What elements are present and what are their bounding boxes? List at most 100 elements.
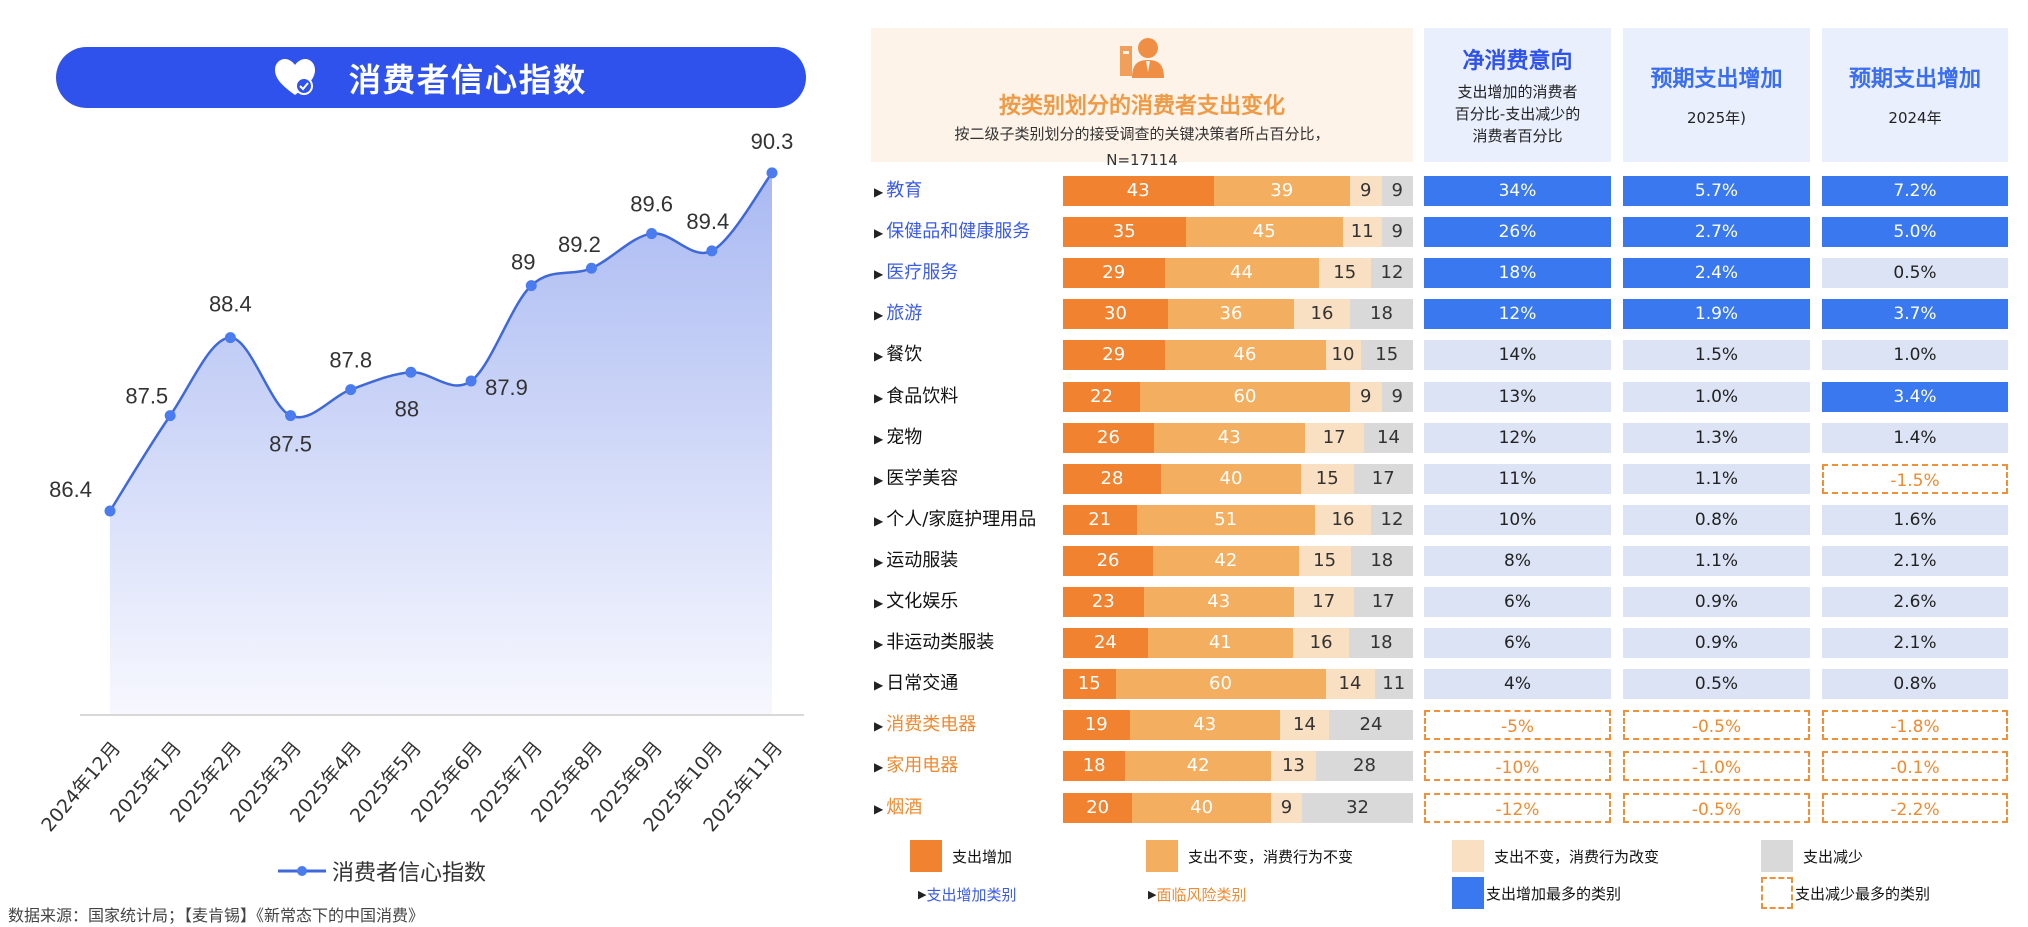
bar-segment: 14 [1364,422,1413,453]
value-cell-y24: 2.1% [1822,628,2008,659]
value-cell-y24: 0.8% [1822,669,2008,700]
bar-segment: 9 [1381,381,1413,412]
bar-segment: 28 [1063,463,1161,494]
bar-segment: 43 [1063,176,1214,206]
data-point [706,245,718,257]
value-cell-y24: 1.6% [1822,504,2008,535]
header-expected-2025: 预期支出增加 2025年) [1623,28,1810,162]
bar-segment: 35 [1063,217,1186,248]
legend-text: 支出减少最多的类别 [1795,884,1931,903]
category-label: ▶ 医疗服务 [874,258,958,288]
value-cell-y25: 0.9% [1623,587,1810,617]
bar-segment: 19 [1063,710,1130,741]
bar-segment: 17 [1294,587,1354,617]
triangle-right-icon: ▶ [874,554,884,569]
category-name: 消费类电器 [886,714,977,736]
person-report-icon [1120,38,1164,78]
value-cell-y25: 1.1% [1623,545,1810,576]
category-label: ▶ 非运动类服装 [874,628,994,658]
data-label: 87.5 [269,432,312,457]
data-label: 88 [395,396,419,421]
legend-most-decrease: 支出减少最多的类别 [1761,877,1930,909]
value-cell-y24: -1.5% [1822,463,2008,494]
bar-segment: 32 [1302,792,1413,823]
data-label: 87.9 [485,375,528,400]
triangle-right-icon: ▶ [874,801,884,816]
value-cell-y24: 0.5% [1822,258,2008,289]
header-net-intent: 净消费意向 支出增加的消费者百分比-支出减少的消费者百分比 [1424,28,1611,162]
category-name: 家用电器 [886,755,959,777]
series-line [108,172,773,512]
value-cell-y24: 3.4% [1822,381,2008,412]
value-cell-y25: 1.3% [1623,422,1810,453]
value-cell-y24: 2.6% [1822,587,2008,617]
value-cell-y24: -0.1% [1822,751,2008,782]
bar-segment: 44 [1164,258,1319,289]
swatch [1761,877,1793,909]
bar-segment: 30 [1063,299,1168,330]
bar-segment: 24 [1063,628,1148,659]
legend-growth-category: ▶ 支出增加类别 [918,884,1016,905]
category-label: ▶ 家用电器 [874,751,958,781]
category-name: 运动服装 [886,549,959,571]
category-name: 教育 [886,180,923,201]
triangle-right-icon: ▶ [874,226,884,241]
data-point [766,167,778,179]
value-cell-y25: -0.5% [1623,792,1810,823]
value-cell-net: 34% [1424,176,1611,206]
value-cell-net: 8% [1424,545,1611,576]
heart-check-icon [274,58,315,95]
bar-segment: 43 [1154,422,1305,453]
header-expected-2024: 预期支出增加 2024年 [1822,28,2008,162]
sample-size: N=17114 [1106,151,1178,169]
legend-same-same: 支出不变，消费行为不变 [1146,840,1353,872]
value-cell-y24: 7.2% [1822,176,2008,206]
triangle-right-icon: ▶ [874,719,884,734]
category-name: 个人/家庭护理用品 [886,508,1037,530]
bar-segment: 60 [1140,381,1350,412]
bar-segment: 39 [1213,176,1350,206]
bar-segment: 26 [1063,422,1154,453]
value-cell-net: 6% [1424,587,1611,617]
bar-segment: 26 [1063,545,1154,576]
value-cell-y25: 0.5% [1623,669,1810,700]
bar-segment: 18 [1349,628,1413,659]
line-chart: 86.4 87.5 88.4 87.5 87.8 88 87.9 89 89.2 89.6 89.4… [49,129,804,716]
col-subtitle: 2024年 [1888,109,1942,127]
value-cell-y25: 1.9% [1623,299,1810,330]
category-name: 宠物 [886,426,923,448]
legend-risk-category: ▶ 面临风险类别 [1148,884,1246,905]
legend-line-marker-icon [278,866,326,876]
legend-text: 支出减少 [1803,847,1864,866]
data-label: 89.4 [686,209,729,234]
data-point [345,384,357,396]
bar-segment: 15 [1298,545,1351,576]
category-name: 食品饮料 [886,385,959,407]
triangle-right-icon: ▶ [874,185,884,199]
triangle-right-icon: ▶ [874,472,884,487]
bar-segment: 28 [1315,751,1413,782]
bar-segment: 16 [1292,628,1350,659]
bar-segment: 11 [1374,669,1413,700]
category-label: ▶ 运动服装 [874,546,958,576]
category-label: ▶ 医学美容 [874,464,958,494]
value-cell-y25: 2.7% [1623,217,1810,248]
value-cell-y24: -2.2% [1822,792,2008,823]
triangle-right-icon: ▶ [874,513,884,528]
legend-text: 支出不变，消费行为不变 [1188,847,1354,866]
legend-text: 支出不变，消费行为改变 [1494,847,1660,866]
data-label: 90.3 [751,129,794,154]
category-name: 旅游 [886,303,923,325]
bar-segment: 17 [1353,587,1413,617]
category-label: ▶ 日常交通 [874,669,958,699]
data-label: 89.2 [558,232,601,257]
value-cell-net: 18% [1424,258,1611,289]
category-label: ▶ 烟酒 [874,793,922,823]
data-source: 数据来源：国家统计局；【麦肯锡】《新常态下的中国消费》 [8,906,425,925]
value-cell-y24: 2.1% [1822,545,2008,576]
legend-text: 支出增加最多的类别 [1486,884,1622,903]
triangle-right-icon: ▶ [874,308,884,323]
data-label: 89 [511,250,535,275]
data-point [585,262,597,274]
swatch [1452,877,1484,909]
